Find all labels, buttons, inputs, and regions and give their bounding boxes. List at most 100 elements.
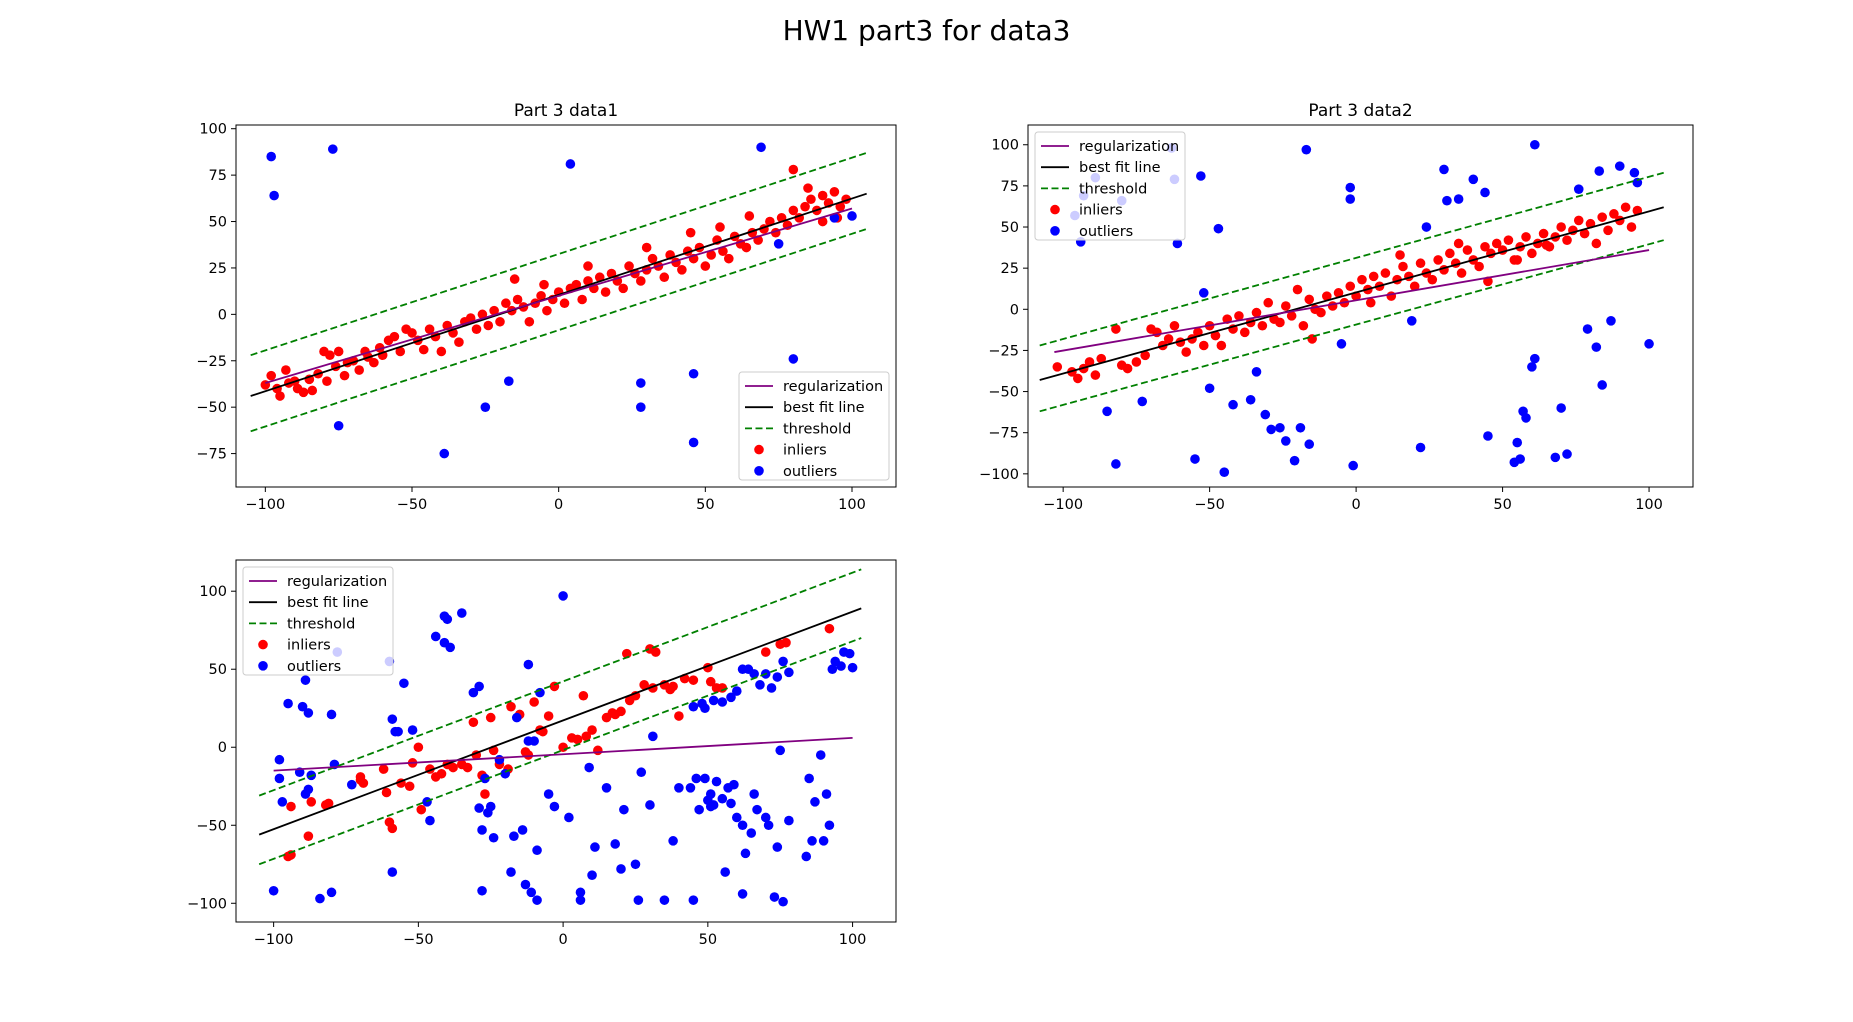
inlier-point — [583, 261, 593, 271]
inlier-point — [800, 201, 810, 212]
inlier-point — [543, 711, 554, 721]
y-tick-label: 75 — [209, 168, 227, 184]
inlier-point — [647, 253, 658, 264]
outlier-point — [807, 836, 817, 846]
outlier-point — [737, 889, 748, 899]
legend-marker-inliers — [1050, 204, 1060, 215]
inlier-point — [659, 272, 670, 283]
outlier-point — [333, 420, 344, 431]
inlier-point — [803, 183, 813, 193]
inlier-point — [281, 365, 291, 375]
inlier-point — [1456, 268, 1467, 278]
legend-label-regularization: regularization — [1079, 139, 1179, 155]
outlier-point — [474, 803, 484, 813]
outlier-point — [488, 832, 499, 843]
inlier-point — [1527, 248, 1537, 259]
inlier-point — [1597, 212, 1607, 222]
inlier-point — [1292, 284, 1303, 295]
outlier-point — [517, 825, 528, 835]
y-tick-label: −100 — [187, 896, 227, 912]
outlier-point — [726, 798, 736, 809]
outlier-point — [393, 726, 403, 737]
outlier-point — [504, 376, 514, 386]
outlier-point — [587, 870, 597, 880]
outlier-point — [763, 820, 774, 831]
outlier-point — [1289, 455, 1300, 466]
axes-frame — [235, 559, 897, 923]
outlier-point — [700, 703, 710, 714]
inlier-point — [577, 294, 587, 305]
outlier-point — [688, 701, 699, 712]
outlier-point — [445, 642, 456, 653]
y-tick-label: 25 — [209, 261, 227, 277]
inlier-point — [717, 683, 728, 693]
inlier-point — [1122, 363, 1133, 374]
outlier-point — [836, 661, 846, 671]
y-tick-label: −75 — [988, 426, 1019, 442]
threshold-upper-line — [258, 568, 862, 797]
y-tick-label: 50 — [209, 662, 227, 678]
legend-box — [738, 371, 890, 481]
inlier-point — [1234, 311, 1244, 321]
legend-box — [1034, 131, 1186, 241]
inlier-point — [1427, 274, 1438, 285]
x-tick-label: −50 — [1194, 497, 1225, 513]
outlier-point — [1336, 339, 1347, 349]
inlier-point — [744, 211, 755, 221]
outlier-point — [726, 692, 736, 703]
legend-label-threshold: threshold — [1079, 181, 1147, 197]
outlier-point — [564, 812, 574, 823]
legend-label-inliers: inliers — [287, 638, 331, 654]
legend-marker-inliers — [754, 444, 764, 455]
outlier-point — [526, 887, 537, 898]
inlier-point — [1275, 317, 1285, 328]
inlier-point — [788, 205, 799, 216]
inlier-point — [639, 680, 649, 690]
inlier-point — [674, 711, 684, 721]
inlier-point — [1111, 324, 1121, 334]
x-tick-label: 50 — [696, 497, 714, 513]
inlier-point — [339, 370, 350, 381]
outlier-point — [708, 695, 719, 706]
x-tick-label: −100 — [245, 497, 285, 513]
inlier-point — [286, 801, 296, 812]
inlier-point — [1327, 301, 1338, 311]
inlier-point — [524, 316, 535, 327]
inlier-point — [483, 320, 494, 331]
outlier-point — [1219, 467, 1230, 477]
inlier-point — [788, 164, 799, 175]
y-tick-label: 0 — [1010, 302, 1019, 318]
subplot-1: Part 3 data1 −100 −50 0 50 100 −75 −50 −25 0 25 50 7… — [196, 101, 897, 513]
outlier-point — [1614, 161, 1625, 171]
outlier-point — [1172, 238, 1183, 249]
inlier-point — [559, 298, 570, 309]
outlier-point — [266, 151, 277, 162]
outlier-point — [1521, 413, 1531, 423]
inlier-point — [523, 750, 534, 760]
outlier-point — [506, 867, 516, 877]
inlier-point — [1239, 327, 1250, 338]
outlier-point — [1597, 380, 1607, 390]
inlier-point — [1386, 291, 1397, 301]
outlier-point — [636, 767, 647, 778]
plot-area — [250, 142, 867, 459]
best-fit-line — [258, 607, 862, 836]
outlier-point — [1295, 422, 1306, 433]
outlier-point — [720, 867, 731, 877]
axes-frame — [235, 124, 897, 488]
outlier-point — [773, 239, 784, 249]
subplot-2: Part 3 data2 −100 −50 0 50 100 −100 −75 −50 −25 0 2… — [979, 101, 1694, 513]
legend-label-best_fit: best fit line — [287, 595, 369, 611]
inlier-point — [416, 804, 427, 815]
subplot-title: Part 3 data1 — [514, 101, 618, 121]
inlier-point — [307, 385, 318, 396]
outlier-point — [1530, 353, 1540, 364]
outlier-point — [1213, 223, 1224, 234]
inlier-point — [724, 253, 734, 264]
legend-label-outliers: outliers — [783, 464, 837, 480]
inlier-point — [688, 675, 699, 685]
outlier-point — [1280, 436, 1291, 446]
outlier-point — [523, 659, 534, 670]
outlier-point — [477, 885, 487, 896]
inlier-point — [1280, 301, 1291, 311]
